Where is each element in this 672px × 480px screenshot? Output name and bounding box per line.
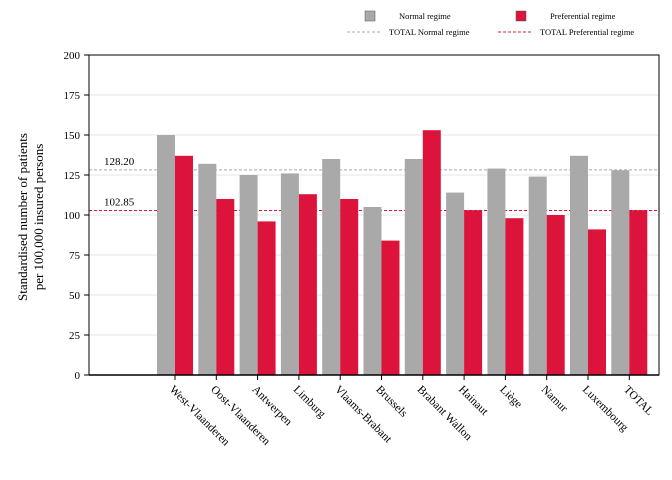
bar-preferential-west-vlaanderen [175,155,193,375]
x-tick-label: Namur [539,384,570,415]
bar-preferential-total [629,210,648,375]
legend-label: Preferential regime [550,11,616,21]
y-axis-title-line: Standardised number of patients [15,133,30,301]
y-tick-label: 0 [75,370,81,382]
y-axis-title-line: per 100,000 insured persons [31,144,46,291]
y-axis-title: Standardised number of patientsper 100,0… [15,133,46,301]
bar-preferential-brussels [381,240,400,375]
axes: 0255075100125150175200West-VlaanderenOos… [64,50,660,449]
y-tick-label: 100 [64,210,81,222]
y-tick-label: 175 [64,90,81,102]
bar-normal-namur [528,176,547,375]
x-tick-label: Brussels [373,384,409,420]
bar-preferential-hainaut [464,210,483,375]
bar-preferential-brabant-wallon [422,130,441,375]
ref-label-normal: 128.20 [104,156,135,168]
x-tick-label: TOTAL [621,384,655,418]
bar-normal-limburg [280,173,299,375]
bar-preferential-vlaams-brabant [340,199,359,375]
bar-normal-vlaams-brabant [322,159,341,375]
bar-preferential-limburg [298,194,317,375]
bar-preferential-namur [546,215,565,375]
y-axis-label: Standardised number of patientsper 100,0… [15,133,46,301]
legend: Normal regime Preferential regime TOTAL No… [347,10,634,37]
bars [157,130,648,375]
y-tick-label: 200 [64,50,81,62]
bar-preferential-li-ge [505,218,524,375]
bar-normal-luxembourg [570,155,588,375]
bar-normal-brabant-wallon [404,159,423,375]
y-tick-label: 50 [69,290,81,302]
bar-normal-oost-vlaanderen [198,163,217,375]
bar-normal-brussels [363,207,382,375]
x-tick-label: Hainaut [456,384,491,419]
legend-label: TOTAL Preferential regime [540,27,634,37]
y-tick-label: 25 [69,330,81,342]
legend-label: Normal regime [399,11,451,21]
bar-normal-west-vlaanderen [157,135,175,375]
bar-normal-antwerpen [239,175,258,375]
x-tick-label: Liège [497,384,524,411]
y-tick-label: 125 [64,170,81,182]
x-tick-label: Limburg [291,384,328,421]
bar-normal-hainaut [446,192,465,375]
bar-normal-total [611,170,630,375]
bar-normal-li-ge [487,168,506,375]
y-tick-label: 150 [64,130,81,142]
y-tick-label: 75 [69,250,81,262]
bar-preferential-oost-vlaanderen [216,199,235,375]
ref-label-preferential: 102.85 [104,196,135,208]
legend-swatch [364,10,376,22]
x-tick-label: Antwerpen [249,384,294,429]
legend-label: TOTAL Normal regime [389,27,470,37]
bar-preferential-luxembourg [588,229,606,375]
bar-preferential-antwerpen [257,221,276,375]
legend-swatch [515,10,527,22]
